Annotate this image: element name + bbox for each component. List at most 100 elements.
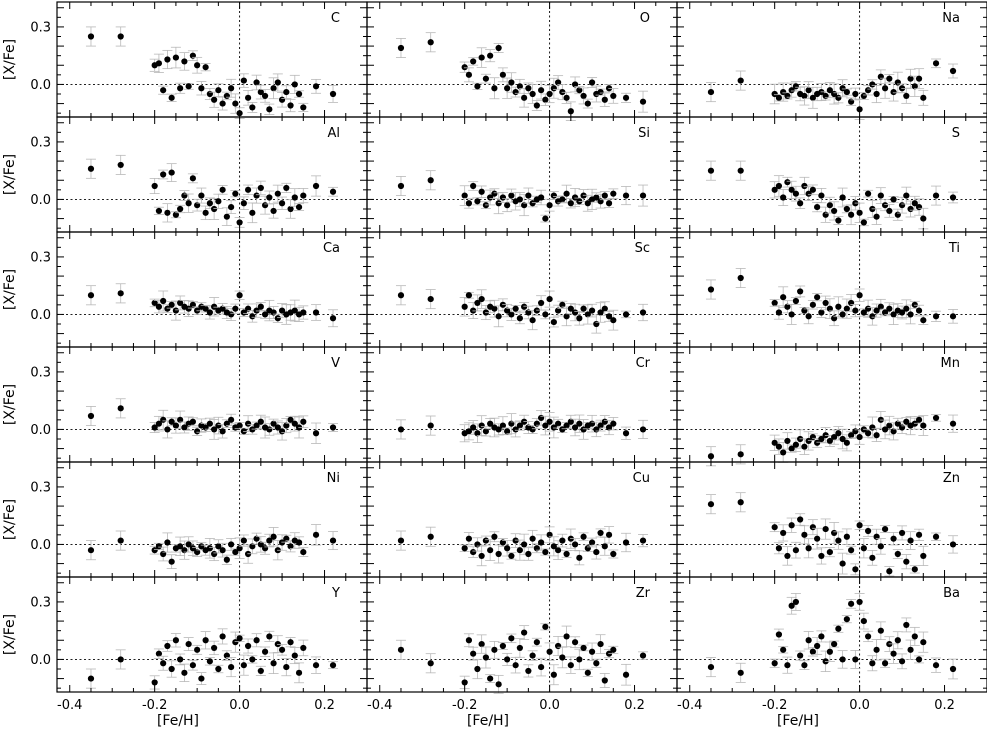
y-axis-label: [X/Fe] [2,614,18,655]
data-point [610,420,617,427]
data-point [508,420,515,427]
data-point [771,90,778,98]
data-point [792,547,800,554]
data-point [873,213,880,220]
data-point [211,550,218,558]
data-point [856,106,863,113]
data-point [797,652,804,659]
data-point [181,192,188,199]
data-point [172,54,180,61]
data-point [831,207,838,215]
data-point [932,533,940,540]
data-point [516,83,523,90]
data-point [775,443,783,450]
element-label: Ni [327,471,340,486]
data-point [291,307,298,314]
element-label: Sc [635,241,650,256]
data-point [843,616,850,623]
data-point [244,94,252,101]
data-point [499,301,506,308]
data-point [219,633,226,640]
data-point [295,669,303,676]
data-point [512,537,519,544]
data-point [261,648,269,655]
data-point [571,194,579,201]
data-point [499,422,506,429]
panel-s: S [676,116,987,233]
tick-marks [677,117,987,232]
data-point [576,315,583,322]
data-point [563,313,570,320]
data-point [554,307,562,314]
data-point [478,295,485,303]
data-point [920,94,927,101]
data-point [312,309,320,316]
data-point [478,422,485,429]
y-tick-label: 0.3 [30,480,51,495]
data-point [499,539,506,546]
data-point [818,552,825,560]
data-point [223,556,230,563]
data-point [610,646,617,653]
data-point [300,644,307,652]
data-point [295,90,303,98]
data-point [160,171,167,178]
panel-y: Y [56,576,368,693]
data-point [274,190,281,197]
data-point [894,79,901,86]
panel-v: V [56,346,368,463]
data-point [172,211,180,218]
panel-o: O [366,1,678,122]
tick-marks [57,577,368,692]
data-point [329,537,337,544]
data-point [533,307,540,314]
data-point [826,305,833,312]
data-point [168,665,175,673]
panel-frame [56,461,368,578]
data-point [788,186,795,193]
data-point [329,315,337,322]
data-point [801,92,808,100]
data-point [903,192,910,199]
data-point [737,499,744,506]
data-point [202,64,209,71]
data-point [932,313,940,320]
data-point [864,190,872,197]
data-point [512,305,519,312]
data-point [87,165,95,172]
data-point [877,627,884,634]
data-point [780,194,787,201]
data-point [792,83,800,90]
data-point [550,85,557,92]
data-point [164,426,171,433]
data-point [211,426,218,433]
data-point [576,87,583,94]
data-point [826,548,833,556]
data-point [775,631,783,638]
data-point [329,424,337,431]
data-point [177,85,184,92]
data-point [177,416,184,423]
data-point [920,317,927,324]
data-point [605,313,613,320]
data-point [881,202,889,209]
panel-frame [676,461,987,578]
data-point [852,656,859,663]
data-point [784,92,791,100]
data-point [198,85,205,92]
data-point [550,192,557,199]
data-point [559,426,566,433]
data-point [228,85,235,92]
data-point [559,537,566,544]
data-point [465,71,473,78]
data-point [512,426,519,433]
data-point [521,202,528,209]
data-point [554,547,562,554]
data-point [240,662,247,669]
panel-cu: Cu [366,461,678,578]
data-point [521,541,528,548]
data-point [504,545,511,552]
data-point [427,177,434,184]
data-point [508,552,515,560]
tick-marks [57,2,368,117]
